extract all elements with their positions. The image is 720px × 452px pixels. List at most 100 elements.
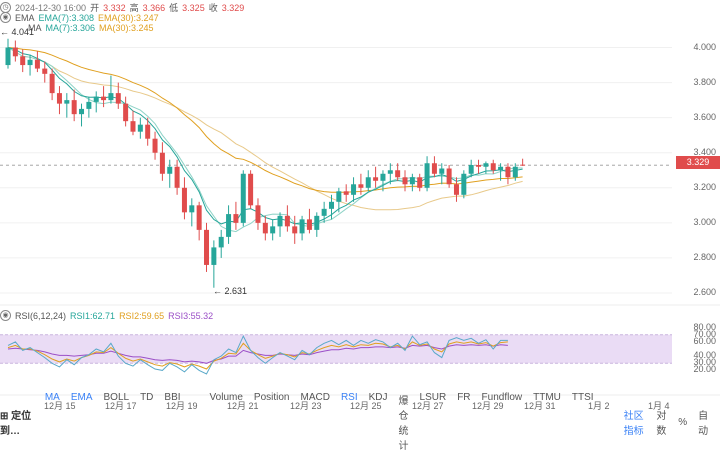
indicator-position[interactable]: Position bbox=[253, 392, 290, 403]
indicator-fundflow[interactable]: Fundflow bbox=[481, 392, 523, 403]
high-label: 高 bbox=[129, 3, 139, 13]
indicator-rsi[interactable]: RSI bbox=[340, 392, 358, 403]
candle-body bbox=[34, 59, 40, 69]
candle-body bbox=[240, 173, 246, 223]
candle-body bbox=[115, 93, 121, 104]
candle-body bbox=[86, 101, 92, 109]
candle-body bbox=[64, 100, 70, 104]
community-indicators-button[interactable]: 社区指标 bbox=[623, 411, 644, 437]
candle-body bbox=[520, 164, 526, 166]
indicator-bbi[interactable]: BBI bbox=[164, 392, 181, 403]
candle-body bbox=[336, 191, 342, 202]
candle-body bbox=[27, 59, 33, 66]
ma7-line bbox=[7, 47, 523, 233]
candle-body bbox=[358, 184, 364, 188]
indicator-macd[interactable]: MACD bbox=[300, 392, 330, 403]
candle-body bbox=[446, 168, 452, 185]
rsi-axis-label: 20.00 bbox=[693, 364, 716, 375]
time-axis-label: 12月 17 bbox=[105, 401, 137, 411]
candle-body bbox=[71, 100, 77, 115]
candle-body bbox=[424, 163, 430, 188]
rsi3-value: RSI3:55.32 bbox=[168, 310, 214, 321]
indicator-volume[interactable]: Volume bbox=[209, 392, 243, 403]
price-axis-label: 3.400 bbox=[693, 146, 716, 157]
rsi2-line bbox=[7, 341, 508, 370]
percent-toggle[interactable]: % bbox=[678, 416, 688, 428]
candle-body bbox=[417, 177, 423, 188]
ema-header[interactable]: ◉ EMA EMA(7):3.308 EMA(30):3.247 bbox=[0, 12, 163, 23]
time-axis-label: 12月 31 bbox=[524, 401, 556, 411]
time-axis-label: 12月 29 bbox=[472, 401, 504, 411]
low-value: 3.325 bbox=[182, 2, 205, 13]
indicator-ttmu[interactable]: TTMU bbox=[533, 392, 561, 403]
price-axis-label: 3.000 bbox=[693, 216, 716, 227]
candle-body bbox=[387, 170, 393, 174]
candle-body bbox=[468, 165, 474, 174]
indicator-ema[interactable]: EMA bbox=[70, 392, 93, 403]
open-label: 开 bbox=[90, 3, 100, 13]
time-axis-label: 12月 27 bbox=[412, 401, 444, 411]
time-axis-label: 1月 2 bbox=[588, 401, 610, 411]
indicator-fr[interactable]: FR bbox=[457, 392, 471, 403]
candle-body bbox=[380, 173, 386, 181]
close-label: 收 bbox=[208, 3, 218, 13]
indicator-ttsi[interactable]: TTSI bbox=[571, 392, 594, 403]
candle-body bbox=[351, 184, 357, 195]
candle-body bbox=[12, 47, 18, 57]
rsi-axis-label: 30.00 bbox=[693, 357, 716, 368]
indicator-ma[interactable]: MA bbox=[44, 392, 60, 403]
candle-body bbox=[262, 222, 268, 234]
candle-body bbox=[181, 187, 187, 213]
indicator-td[interactable]: TD bbox=[140, 392, 154, 403]
eye-icon[interactable]: ◉ bbox=[0, 12, 11, 23]
candle-body bbox=[505, 166, 511, 178]
rsi-header[interactable]: ◉ RSI(6,12,24) RSI1:62.71 RSI2:59.65 RSI… bbox=[0, 310, 217, 321]
indicator-boll[interactable]: BOLL bbox=[103, 392, 130, 403]
price-axis-label: 3.800 bbox=[693, 76, 716, 87]
ma-header[interactable]: MA MA(7):3.306 MA(30):3.245 bbox=[0, 23, 158, 33]
candle-body bbox=[93, 96, 99, 102]
candle-body bbox=[277, 215, 283, 227]
candle-body bbox=[453, 184, 459, 195]
candle-body bbox=[49, 73, 55, 94]
log-scale-toggle[interactable]: 对数 bbox=[656, 411, 667, 437]
locate-button[interactable]: ⊞ 定位到… bbox=[0, 411, 32, 437]
rsi-axis-label: 60.00 bbox=[693, 335, 716, 346]
candle-body bbox=[284, 215, 290, 227]
ema-label: EMA bbox=[15, 12, 35, 23]
time-axis-label: 12月 21 bbox=[227, 401, 259, 411]
candle-body bbox=[167, 166, 173, 174]
ma7-value: MA(7):3.306 bbox=[45, 23, 96, 33]
candle-body bbox=[20, 56, 26, 66]
candle-body bbox=[189, 205, 195, 213]
high-value: 3.366 bbox=[142, 2, 166, 13]
candle-body bbox=[439, 168, 445, 174]
indicator-爆仓统计[interactable]: 爆仓统计 bbox=[398, 396, 409, 452]
auto-scale-toggle[interactable]: 自动 bbox=[698, 411, 709, 437]
indicator-kdj[interactable]: KDJ bbox=[368, 392, 388, 403]
candle-body bbox=[306, 219, 312, 230]
candle-body bbox=[42, 68, 48, 74]
candle-body bbox=[56, 93, 62, 104]
candle-body bbox=[476, 165, 482, 167]
time-axis-label: 1月 4 bbox=[648, 401, 670, 411]
ohlc-header: ◷ 2024-12-30 16:00 开 3.332 高 3.366 低 3.325 … bbox=[0, 1, 248, 14]
candle-body bbox=[101, 96, 107, 101]
rsi-label: RSI(6,12,24) bbox=[15, 310, 67, 321]
candle-body bbox=[395, 170, 401, 178]
chart-canvas[interactable] bbox=[0, 0, 720, 414]
time-axis-label: 12月 25 bbox=[350, 401, 382, 411]
candle-body bbox=[431, 163, 437, 174]
ema30-value: EMA(30):3.247 bbox=[98, 12, 159, 23]
candle-body bbox=[137, 124, 143, 132]
candle-body bbox=[373, 177, 379, 181]
candle-body bbox=[314, 215, 320, 230]
indicator-lsur[interactable]: LSUR bbox=[419, 392, 447, 403]
indicator-toolbar: ⊞ 定位到… MA EMA BOLL TD BBI Volume Position MACD R… bbox=[0, 392, 720, 452]
candle-body bbox=[174, 166, 180, 188]
candle-body bbox=[461, 173, 467, 195]
rsi1-value: RSI1:62.71 bbox=[70, 310, 116, 321]
eye-icon[interactable]: ◉ bbox=[0, 310, 11, 321]
candle-body bbox=[270, 226, 276, 234]
ma30-value: MA(30):3.245 bbox=[99, 23, 154, 33]
